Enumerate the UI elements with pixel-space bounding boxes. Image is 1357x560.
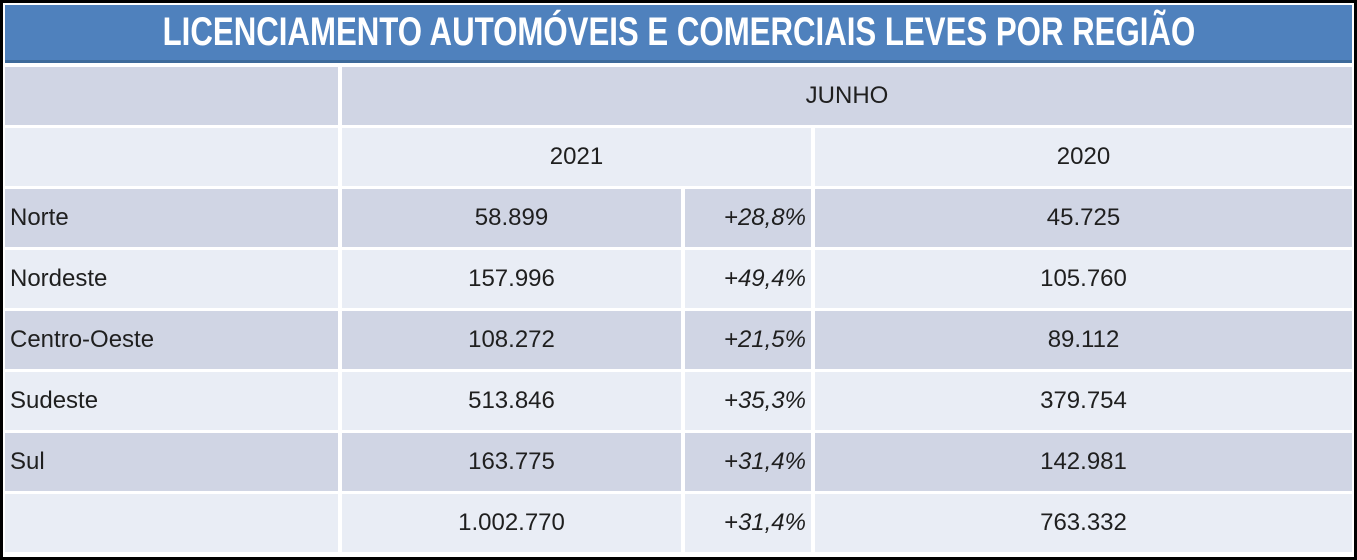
- change-pct-sul: +31,4%: [685, 433, 811, 491]
- change-pct-centro-oeste: +21,5%: [685, 311, 811, 369]
- value-2020-norte: 45.725: [815, 189, 1352, 247]
- licensing-table: JUNHO 2021 2020 Norte 58.899 +28,8% 45.7…: [5, 67, 1352, 552]
- change-pct-norte: +28,8%: [685, 189, 811, 247]
- value-2021-sudeste: 513.846: [342, 372, 681, 430]
- title-bar: LICENCIAMENTO AUTOMÓVEIS E COMERCIAIS LE…: [5, 5, 1352, 63]
- value-2020-sudeste: 379.754: [815, 372, 1352, 430]
- total-change-pct: +31,4%: [685, 494, 811, 552]
- year-header-2020: 2020: [815, 128, 1352, 186]
- change-pct-nordeste: +49,4%: [685, 250, 811, 308]
- total-row-label: [5, 494, 338, 552]
- total-value-2020: 763.332: [815, 494, 1352, 552]
- corner-cell-month-row: [5, 67, 338, 125]
- value-2021-norte: 58.899: [342, 189, 681, 247]
- region-label-nordeste: Nordeste: [5, 250, 338, 308]
- change-pct-sudeste: +35,3%: [685, 372, 811, 430]
- value-2020-centro-oeste: 89.112: [815, 311, 1352, 369]
- month-header: JUNHO: [342, 67, 1352, 125]
- value-2021-sul: 163.775: [342, 433, 681, 491]
- region-label-centro-oeste: Centro-Oeste: [5, 311, 338, 369]
- corner-cell-year-row: [5, 128, 338, 186]
- year-header-2021: 2021: [342, 128, 811, 186]
- value-2020-nordeste: 105.760: [815, 250, 1352, 308]
- region-label-norte: Norte: [5, 189, 338, 247]
- page-title: LICENCIAMENTO AUTOMÓVEIS E COMERCIAIS LE…: [162, 10, 1195, 54]
- total-value-2021: 1.002.770: [342, 494, 681, 552]
- value-2021-centro-oeste: 108.272: [342, 311, 681, 369]
- region-label-sudeste: Sudeste: [5, 372, 338, 430]
- value-2021-nordeste: 157.996: [342, 250, 681, 308]
- value-2020-sul: 142.981: [815, 433, 1352, 491]
- region-label-sul: Sul: [5, 433, 338, 491]
